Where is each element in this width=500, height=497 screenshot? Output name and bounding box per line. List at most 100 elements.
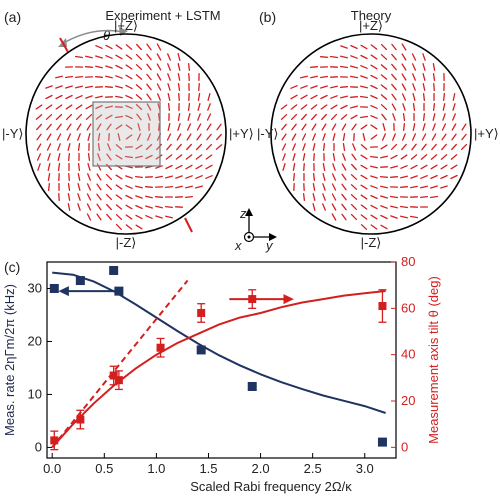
vector-arrow <box>145 143 153 151</box>
vector-arrow <box>360 214 368 220</box>
vector-arrow <box>360 44 368 50</box>
vector-arrow <box>157 112 161 122</box>
vector-arrow <box>96 213 102 221</box>
vector-arrow <box>360 124 368 130</box>
vector-arrow <box>166 143 172 151</box>
vector-arrow <box>155 154 163 160</box>
vector-arrow <box>125 194 133 200</box>
vector-arrow <box>134 175 144 179</box>
vector-arrow <box>166 133 172 141</box>
vector-arrow <box>332 133 336 141</box>
vector-arrow <box>165 175 173 179</box>
vector-arrow <box>77 183 81 191</box>
vector-arrow <box>391 53 397 61</box>
vector-arrow <box>67 152 71 162</box>
vector-arrow <box>331 203 337 211</box>
vector-arrow <box>45 114 53 120</box>
vector-arrow <box>95 55 103 59</box>
vector-arrow <box>135 84 143 90</box>
y-left-axis-label: Meas. rate 2ηΓm/2π (kHz) <box>2 284 17 436</box>
vector-arrow <box>310 75 318 79</box>
vector-arrow <box>87 163 91 171</box>
vector-arrow <box>67 203 71 211</box>
vector-arrow <box>311 113 317 121</box>
axis-icon-y: y <box>265 238 274 253</box>
vector-arrow <box>431 133 437 141</box>
vector-arrow <box>96 183 102 191</box>
vector-arrow <box>281 133 287 141</box>
vector-arrow <box>115 204 123 210</box>
vector-arrow <box>340 45 348 49</box>
vector-arrow <box>85 95 93 99</box>
vector-arrow <box>362 133 366 141</box>
vector-arrow <box>198 82 200 92</box>
vector-arrow <box>184 195 194 199</box>
vector-arrow <box>106 203 112 211</box>
vector-arrow <box>197 92 201 102</box>
vector-arrow <box>146 63 152 71</box>
vector-arrow <box>77 203 81 211</box>
vector-arrow <box>433 82 435 92</box>
vector-arrow <box>47 172 51 182</box>
vector-arrow <box>55 113 63 121</box>
vector-arrow <box>421 133 427 141</box>
vector-arrow <box>389 195 399 199</box>
vector-arrow <box>185 164 193 170</box>
vector-arrow <box>451 143 457 151</box>
y-left-tick-label: 0 <box>35 439 42 454</box>
vector-arrow <box>331 213 337 221</box>
vector-arrow <box>441 123 447 131</box>
vector-arrow <box>65 104 73 110</box>
vector-arrow <box>380 94 388 100</box>
vector-arrow <box>301 133 307 141</box>
vector-arrow <box>135 94 143 100</box>
y-right-tick-label: 40 <box>401 347 415 362</box>
vector-arrow <box>302 143 306 151</box>
vector-arrow <box>87 152 91 162</box>
vector-arrow <box>370 105 378 109</box>
vector-arrow <box>341 173 347 181</box>
blue-data-point <box>196 345 206 355</box>
vector-arrow <box>145 154 153 160</box>
vector-arrow <box>399 205 409 209</box>
vector-arrow <box>370 74 378 80</box>
vector-arrow <box>135 224 143 230</box>
y-right-tick-label: 20 <box>401 393 415 408</box>
vector-arrow <box>341 183 347 191</box>
vector-arrow <box>320 85 328 89</box>
vector-arrow <box>461 133 467 141</box>
vector-arrow <box>322 142 326 152</box>
vector-arrow <box>359 115 369 119</box>
vector-arrow <box>420 154 428 160</box>
vector-arrow <box>177 123 181 131</box>
vector-arrow <box>380 205 388 209</box>
vector-arrow <box>46 133 52 141</box>
vector-arrow <box>432 72 436 82</box>
vector-arrow <box>115 85 123 89</box>
vector-arrow <box>421 143 427 151</box>
vector-arrow <box>370 115 378 119</box>
vector-arrow <box>391 83 397 91</box>
red-data-point <box>50 436 59 445</box>
vector-arrow <box>55 94 63 100</box>
vector-arrow <box>57 153 61 161</box>
vector-arrow <box>300 104 308 110</box>
vector-arrow <box>430 164 438 170</box>
vector-arrow <box>125 185 133 189</box>
vector-arrow <box>56 133 62 141</box>
blue-data-point <box>49 283 59 293</box>
vector-arrow <box>370 44 378 50</box>
vector-arrow <box>340 95 348 99</box>
vector-arrow <box>340 104 348 110</box>
vector-arrow <box>430 185 438 189</box>
red-data-point <box>76 415 85 424</box>
vector-arrow <box>281 123 287 131</box>
vector-arrow <box>370 64 378 70</box>
vector-arrow <box>77 193 81 201</box>
vector-arrow <box>422 112 426 122</box>
vector-arrow <box>105 193 113 201</box>
a-label-minus-y: |-Y⟩ <box>2 126 23 141</box>
vector-arrow <box>360 164 368 170</box>
vector-arrow <box>412 123 416 131</box>
vector-arrow <box>380 185 388 189</box>
